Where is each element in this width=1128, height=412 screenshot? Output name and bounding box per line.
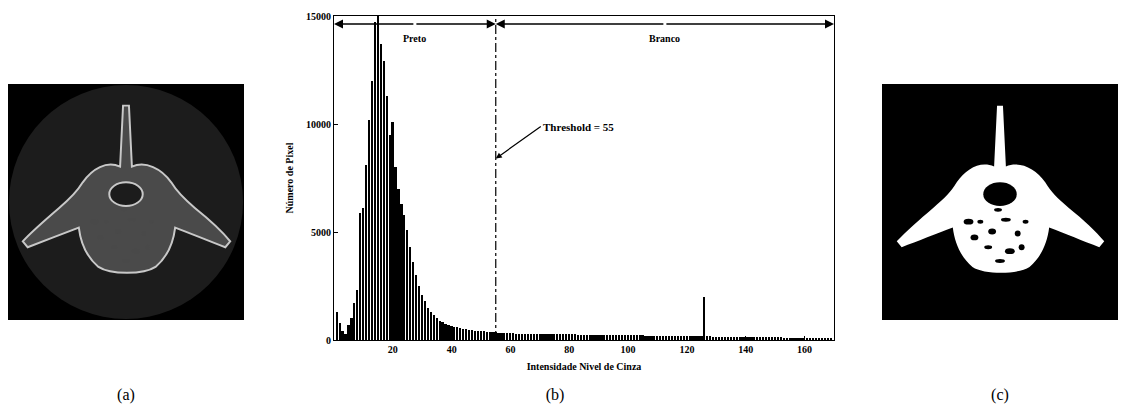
html-text:(b): (b) [545,386,565,403]
svg-text:Intensidade Nivel de Cinza: Intensidade Nivel de Cinza [527,361,642,372]
svg-text:5000: 5000 [311,227,331,238]
svg-text:60: 60 [505,344,515,355]
svg-text:10000: 10000 [306,119,331,130]
html-text:(a): (a) [117,386,135,403]
svg-text:160: 160 [797,344,812,355]
svg-text:40: 40 [447,344,457,355]
svg-text:Branco: Branco [649,33,680,44]
svg-text:Preto: Preto [403,33,426,44]
svg-text:100: 100 [621,344,636,355]
svg-text:20: 20 [388,344,398,355]
html-text:(c): (c) [991,386,1009,403]
svg-text:Threshold = 55: Threshold = 55 [543,121,614,133]
svg-text:140: 140 [738,344,753,355]
svg-text:120: 120 [679,344,694,355]
svg-text:80: 80 [564,344,574,355]
svg-text:15000: 15000 [306,11,331,22]
svg-text:Número de Pixel: Número de Pixel [284,142,295,213]
svg-text:0: 0 [326,335,331,346]
